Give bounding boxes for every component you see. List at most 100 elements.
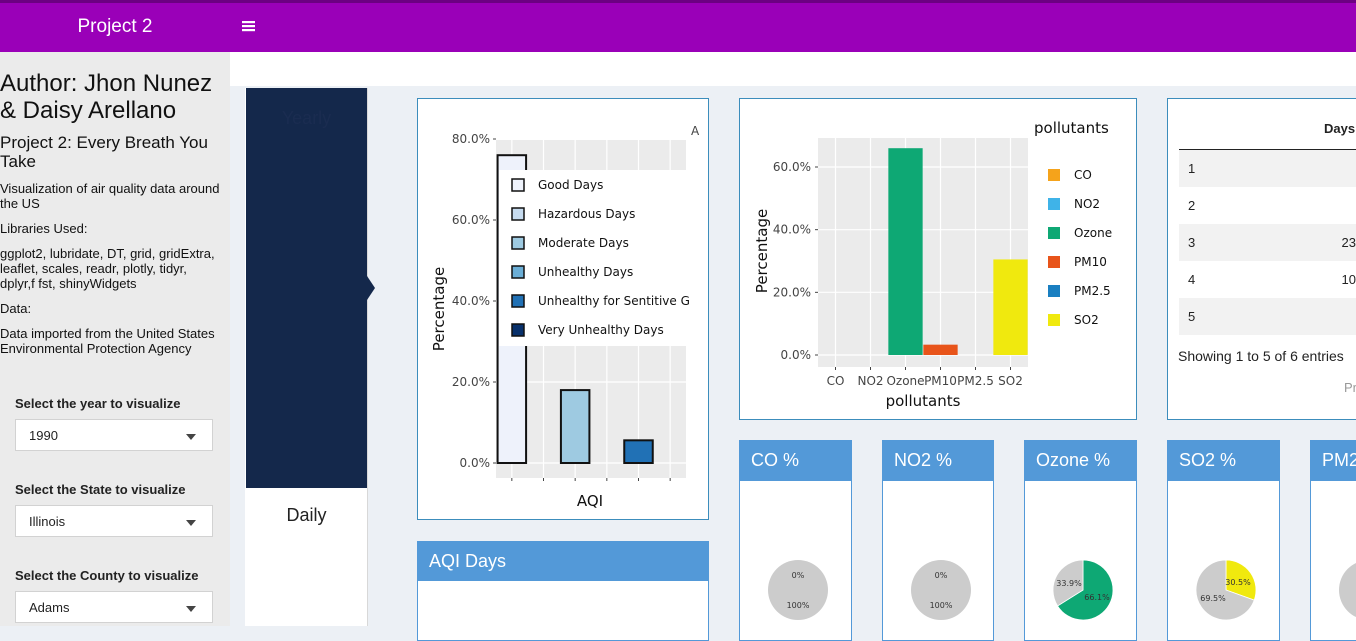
days-column-header[interactable]: Days: [1324, 121, 1356, 136]
pie-label: 0%: [935, 571, 948, 580]
year-select[interactable]: 1990: [15, 419, 213, 451]
legend-label: Unhealthy for Sentitive G: [538, 294, 690, 308]
table-row[interactable]: 5: [1179, 298, 1356, 335]
x-axis-title: AQI: [577, 492, 603, 510]
pie-slice: [1195, 559, 1255, 621]
navbar-top-border: [0, 0, 1356, 3]
author-heading: Author: Jhon Nunez & Daisy Arellano: [0, 70, 213, 124]
table-row[interactable]: 3 23: [1179, 224, 1356, 261]
state-select-value: Illinois: [29, 514, 66, 529]
county-select[interactable]: Adams: [15, 591, 213, 623]
pager-previous[interactable]: Pr: [1344, 380, 1356, 395]
y-tick-label: 80.0%: [452, 132, 490, 146]
y-tick-label: 60.0%: [452, 213, 490, 227]
table-row[interactable]: 2: [1179, 187, 1356, 224]
content-header-strip: [230, 52, 1356, 86]
county-select-value: Adams: [29, 600, 70, 615]
bar: [993, 259, 1028, 355]
legend-label: SO2: [1074, 313, 1099, 327]
y-tick-label: 20.0%: [773, 285, 811, 299]
aqi-bar-chart: 0.0% 20.0% 40.0% 60.0% 80.0% Good Days Hazard…: [430, 124, 700, 510]
x-tick-label: CO: [827, 374, 845, 388]
y-tick-label: 0.0%: [460, 456, 491, 470]
data-source-text: Data imported from the United States Env…: [0, 326, 215, 356]
so2-box-header: SO2 %: [1167, 440, 1280, 481]
state-select[interactable]: Illinois: [15, 505, 213, 537]
pie-slice: [911, 560, 971, 620]
pm2-box-body: [1310, 481, 1356, 641]
bar: [888, 148, 923, 355]
tab-daily[interactable]: Daily: [286, 505, 327, 525]
y-tick-label: 60.0%: [773, 160, 811, 174]
aqi-days-header: AQI Days: [417, 541, 709, 581]
pie-label: 100%: [787, 601, 810, 610]
pie-label: 0%: [792, 571, 805, 580]
y-tick-label: 40.0%: [452, 294, 490, 308]
legend-key: [511, 178, 525, 192]
pie-label: 100%: [930, 601, 953, 610]
top-navbar: Project 2: [0, 0, 1356, 52]
app-brand[interactable]: Project 2: [77, 16, 153, 37]
so2-pie-chart: 30.5% 69.5%: [1195, 559, 1257, 621]
bar: [559, 389, 591, 465]
hamburger-icon[interactable]: [242, 13, 260, 39]
pm2-box-header: PM2: [1310, 440, 1356, 481]
y-axis-title: Percentage: [753, 209, 771, 293]
legend-label: Very Unhealthy Days: [538, 323, 664, 337]
project-subtitle: Project 2: Every Breath You Take: [0, 133, 208, 171]
x-tick-label: PM10: [924, 374, 957, 388]
days-cell: 10: [1341, 272, 1356, 287]
no2-box-header: NO2 %: [882, 440, 994, 481]
county-select-label: Select the County to visualize: [15, 568, 199, 583]
aqi-days-body: [417, 581, 709, 641]
x-tick-label: Ozone: [886, 374, 924, 388]
legend-key: [1048, 285, 1060, 297]
pie-label: 30.5%: [1225, 578, 1251, 587]
chevron-down-icon: [186, 606, 196, 612]
legend-key: [1048, 314, 1060, 326]
legend-key: [511, 236, 525, 250]
no2-pie-chart: 0% 100%: [911, 560, 971, 620]
row-index-cell: 4: [1188, 272, 1196, 287]
y-tick-label: 0.0%: [781, 348, 812, 362]
legend-key: [1048, 227, 1060, 239]
pie-slice: [1052, 559, 1084, 607]
legend-key: [1048, 198, 1060, 210]
pie-label: 69.5%: [1200, 594, 1226, 603]
year-select-label: Select the year to visualize: [15, 396, 181, 411]
bar: [923, 344, 958, 355]
legend-box: [499, 170, 687, 346]
legend-label: Moderate Days: [538, 236, 629, 250]
y-tick-label: 20.0%: [452, 375, 490, 389]
table-row[interactable]: 4 10: [1179, 261, 1356, 298]
table-header-rule: [1179, 149, 1356, 150]
row-index-cell: 1: [1188, 161, 1196, 176]
row-index-cell: 3: [1188, 235, 1196, 250]
state-select-label: Select the State to visualize: [15, 482, 186, 497]
pie-slice: [1057, 559, 1114, 621]
legend-key: [511, 207, 525, 221]
plot-background: [818, 138, 1028, 367]
libraries-text: ggplot2, lubridate, DT, grid, gridExtra,…: [0, 246, 215, 291]
ozone-box-header: Ozone %: [1024, 440, 1137, 481]
pie-label: 33.9%: [1056, 579, 1082, 588]
libraries-label: Libraries Used:: [0, 221, 88, 236]
active-tab-arrow: [367, 276, 375, 300]
y-tick-label: 40.0%: [773, 223, 811, 237]
row-index-cell: 5: [1188, 309, 1196, 324]
table-row[interactable]: 1: [1179, 150, 1356, 187]
legend-key: [511, 323, 525, 337]
legend-title-fragment: A: [691, 124, 700, 138]
row-index-cell: 2: [1188, 198, 1196, 213]
legend-key: [511, 265, 525, 279]
year-select-value: 1990: [29, 428, 58, 443]
ozone-pie-chart: 33.9% 66.1%: [1052, 559, 1114, 621]
legend-label: Good Days: [538, 178, 603, 192]
legend-label: PM2.5: [1074, 284, 1111, 298]
tab-yearly[interactable]: Yearly: [246, 88, 367, 488]
x-axis-title: pollutants: [886, 392, 961, 410]
chevron-down-icon: [186, 520, 196, 526]
table-info: Showing 1 to 5 of 6 entries: [1178, 348, 1344, 364]
pie-slice: [1225, 559, 1257, 601]
legend-label: NO2: [1074, 197, 1100, 211]
